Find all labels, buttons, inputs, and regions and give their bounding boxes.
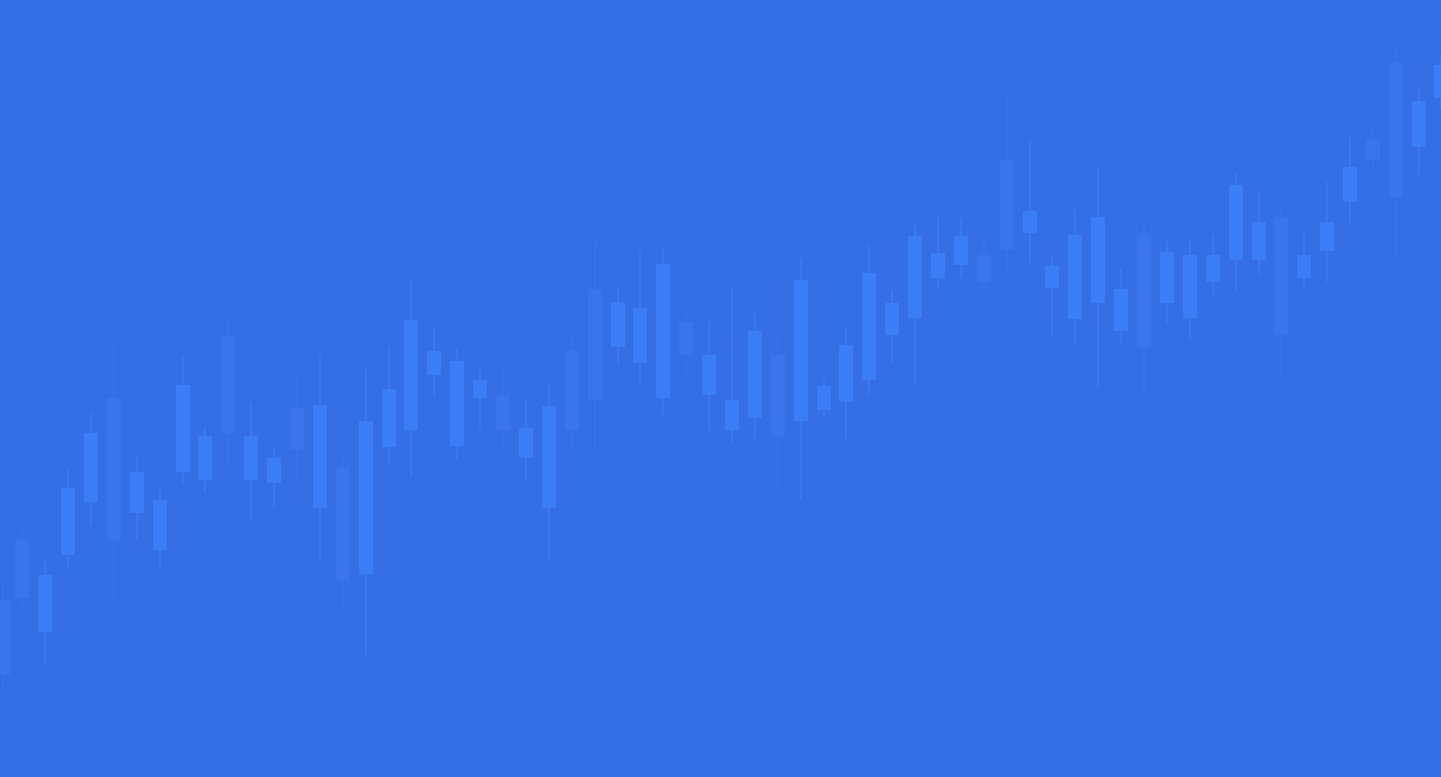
candle-body [221,336,235,433]
candle-body [519,428,533,458]
candle-body [1297,255,1311,278]
candle-body [1068,235,1082,319]
candle-body [84,433,98,502]
candle-body [588,289,602,400]
candle-body [931,253,945,278]
candle-body [977,255,991,282]
candle-body [404,320,418,430]
candle-body [954,236,968,265]
candle-body [1320,222,1334,251]
candle-body [1045,266,1059,288]
candle-body [427,351,441,375]
candle-body [1343,167,1357,202]
candle-body [542,406,556,508]
candle-body [1412,101,1426,147]
candle-body [107,398,121,540]
candle-body [15,540,29,598]
candle-body [313,405,327,508]
candle-body [794,280,808,421]
candle-body [679,322,693,355]
candle-body [633,308,647,363]
candle-body [290,408,304,450]
candle-body [496,396,510,430]
candle-body [1389,63,1403,197]
candle-body [1366,140,1380,160]
candle-body [0,600,10,675]
candle-body [1206,255,1220,282]
candle-body [656,264,670,398]
candle-body [565,351,579,430]
candle-body [1183,255,1197,318]
candle-body [1229,185,1243,260]
candle-body [702,355,716,395]
candle-body [198,436,212,480]
candle-body [1434,65,1441,98]
candle-body [130,472,144,513]
candle-body [839,345,853,402]
candle-body [38,575,52,632]
candle-body [748,331,762,418]
candle-body [817,386,831,410]
candle-body [1137,235,1151,348]
candle-body [885,303,899,335]
candle-body [1000,160,1014,250]
candle-body [862,273,876,380]
candle-body [244,436,258,480]
candle-body [267,458,281,483]
candle-body [1114,289,1128,331]
candle-body [450,361,464,446]
candle-body [1252,222,1266,260]
candle-body [1274,217,1288,335]
candle-body [1091,217,1105,303]
candle-body [611,302,625,347]
candle-body [359,421,373,574]
candle-body [153,500,167,550]
candle-body [1023,211,1037,233]
candle-body [1160,252,1174,303]
candle-body [771,355,785,436]
candle-body [336,468,350,580]
candle-body [725,400,739,430]
candle-body [61,488,75,555]
candle-body [176,385,190,472]
candle-body [473,380,487,398]
candle-body [382,389,396,447]
candle-body [908,236,922,318]
